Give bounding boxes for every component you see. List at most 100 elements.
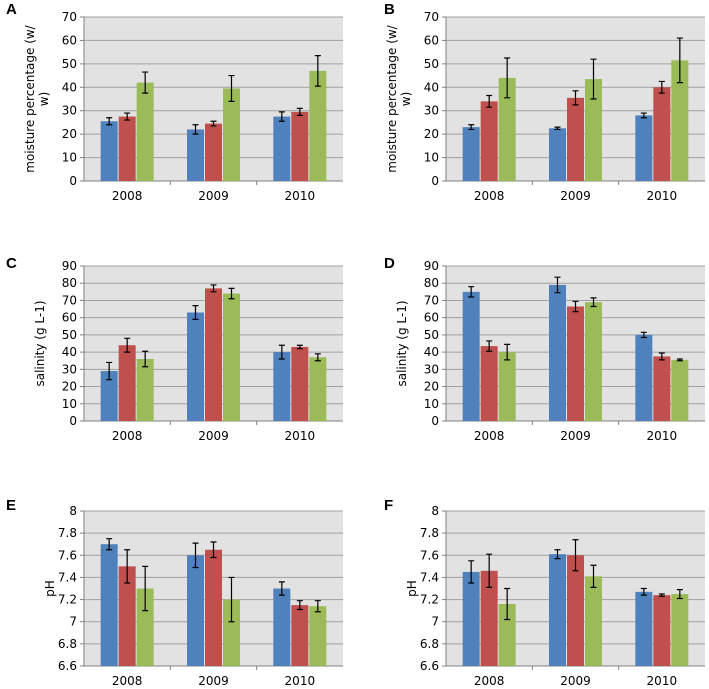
bar-2009-series-2 <box>567 306 584 421</box>
y-tick-label: 7.8 <box>420 526 439 540</box>
y-tick-label: 0 <box>431 414 439 428</box>
y-axis-label: pH <box>405 580 419 597</box>
y-tick-label: 7.6 <box>420 548 439 562</box>
bar-2008-series-3 <box>498 352 516 421</box>
panel-letter-b: B <box>384 1 395 18</box>
bar-2009-series-1 <box>187 129 204 181</box>
error-bar <box>210 284 217 293</box>
error-bar <box>278 344 285 360</box>
bar-2009-series-3 <box>585 79 602 181</box>
error-bar <box>314 55 321 87</box>
error-bar <box>124 112 131 121</box>
x-tick-label: 2010 <box>285 674 316 688</box>
y-tick-label: 10 <box>62 397 77 411</box>
panel-letter-f: F <box>384 497 393 514</box>
bar-2008-series-1 <box>100 121 118 181</box>
y-tick-label: 50 <box>62 57 77 71</box>
bar-2010-series-2 <box>653 87 671 181</box>
error-bar <box>486 553 493 588</box>
y-tick-label: 70 <box>424 10 439 24</box>
bar-2009-series-3 <box>585 302 602 421</box>
y-axis-label: salinity (g L-1) <box>33 300 47 386</box>
chart-panel-a: 0 10 20 30 40 50 60 70 2008 2009 2010 moisture perc… <box>6 1 343 203</box>
y-tick-label: 7.2 <box>58 593 77 607</box>
y-tick-label: 40 <box>62 345 77 359</box>
bar-2009-series-1 <box>187 555 204 666</box>
error-bar <box>554 126 561 131</box>
bar-2010-series-2 <box>291 605 309 666</box>
y-tick-label: 10 <box>424 151 439 165</box>
error-bar <box>106 538 113 551</box>
x-tick-label: 2008 <box>474 429 505 443</box>
error-bar <box>278 581 285 596</box>
panel-letter-d: D <box>384 255 395 272</box>
chart-panel-c: 0 10 20 30 40 50 60 70 80 90 2008 2009 2010 salinity … <box>6 255 343 443</box>
bar-2008-series-3 <box>136 82 154 181</box>
y-tick-label: 10 <box>424 397 439 411</box>
y-tick-label: 70 <box>62 293 77 307</box>
error-bar <box>228 74 235 102</box>
bar-2010-series-1 <box>273 116 291 181</box>
error-bar <box>640 331 647 339</box>
bar-2009-series-1 <box>549 284 566 421</box>
error-bar <box>278 111 285 122</box>
y-tick-label: 20 <box>424 380 439 394</box>
error-bar <box>106 117 113 126</box>
x-tick-label: 2010 <box>285 429 316 443</box>
panel-letter-c: C <box>6 255 17 272</box>
bar-2008-series-2 <box>480 570 498 666</box>
y-tick-label: 6.6 <box>58 659 77 673</box>
x-tick-label: 2008 <box>112 189 143 203</box>
y-tick-label: 6.8 <box>420 637 439 651</box>
chart-panel-d: 0 10 20 30 40 50 60 70 80 90 2008 2009 2010 salinity … <box>384 255 705 443</box>
y-tick-label: 30 <box>424 362 439 376</box>
y-tick-label: 7.2 <box>420 593 439 607</box>
y-axis-label: salinity (g L-1) <box>395 300 409 386</box>
bar-2010-series-1 <box>273 588 291 666</box>
y-tick-label: 8 <box>69 504 77 518</box>
bar-2010-series-1 <box>635 334 653 421</box>
error-bar <box>296 344 303 350</box>
x-tick-label: 2009 <box>198 189 229 203</box>
error-bar <box>504 343 511 361</box>
error-bar <box>572 539 579 572</box>
bar-2010-series-3 <box>309 357 327 421</box>
x-tick-label: 2009 <box>560 674 591 688</box>
bar-2010-series-2 <box>653 595 671 666</box>
error-bar <box>142 350 149 368</box>
y-tick-label: 50 <box>424 328 439 342</box>
panel-letter-e: E <box>6 497 16 514</box>
bar-2008-series-3 <box>498 77 516 181</box>
bar-2010-series-1 <box>273 352 291 421</box>
bar-2009-series-2 <box>567 97 584 181</box>
error-bar <box>296 107 303 116</box>
bar-2010-series-2 <box>291 111 309 181</box>
bar-2008-series-1 <box>100 371 118 421</box>
y-axis-label: moisture percentage (w/w) <box>385 24 413 172</box>
error-bar <box>142 565 149 612</box>
bar-2010-series-2 <box>291 346 309 421</box>
y-axis-label: moisture percentage (w/w) <box>23 24 51 172</box>
error-bar <box>504 587 511 621</box>
bar-2009-series-3 <box>223 599 240 666</box>
x-tick-label: 2010 <box>647 674 678 688</box>
y-tick-label: 50 <box>62 328 77 342</box>
y-axis-label: pH <box>43 580 57 597</box>
error-bar <box>468 560 475 584</box>
error-bar <box>590 58 597 100</box>
bar-2008-series-3 <box>136 588 154 666</box>
x-tick-label: 2008 <box>474 674 505 688</box>
error-bar <box>676 37 683 84</box>
y-tick-label: 20 <box>62 380 77 394</box>
bar-2010-series-3 <box>309 606 327 666</box>
bar-2008-series-2 <box>480 101 498 181</box>
bar-2009-series-1 <box>549 554 566 666</box>
bar-2008-series-1 <box>462 291 480 421</box>
bar-2009-series-2 <box>205 288 222 421</box>
error-bar <box>296 600 303 611</box>
y-tick-label: 40 <box>424 345 439 359</box>
y-tick-label: 8 <box>431 504 439 518</box>
error-bar <box>192 305 199 320</box>
y-tick-label: 6.8 <box>58 637 77 651</box>
error-bar <box>676 589 683 600</box>
